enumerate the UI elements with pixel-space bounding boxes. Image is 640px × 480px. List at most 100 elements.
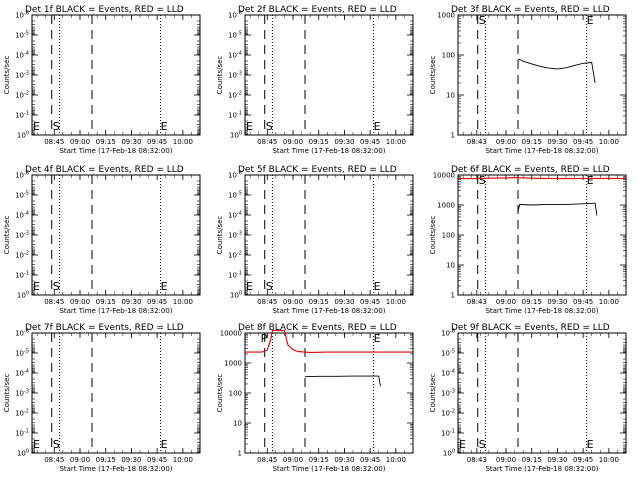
x-tick-label: 09:00 bbox=[70, 138, 90, 146]
detector-panel: Det 6f BLACK = Events, RED = LLD 1 10 100 10… bbox=[429, 165, 627, 315]
x-tick-label: 09:00 bbox=[283, 456, 303, 464]
x-axis-label: Start Time (17-Feb-18 08:32:00) bbox=[272, 465, 385, 473]
x-tick-label: 09:15 bbox=[309, 298, 329, 306]
y-axis-label: Counts/sec bbox=[429, 374, 437, 413]
y-tick-label: 10-1 bbox=[441, 429, 455, 438]
y-tick-exponent: -1 bbox=[237, 271, 242, 277]
event-marker-e-left: E bbox=[246, 280, 253, 293]
y-tick-label: 10-4 bbox=[15, 51, 29, 60]
y-tick-exponent: -5 bbox=[237, 31, 242, 37]
x-tick-label: 09:30 bbox=[121, 138, 141, 146]
x-tick-label: 10:00 bbox=[599, 298, 619, 306]
event-marker-end: E bbox=[587, 438, 594, 451]
y-tick-label: 10-6 bbox=[228, 11, 242, 20]
panel-title: Det 8f BLACK = Events, RED = LLD bbox=[238, 323, 397, 333]
event-marker-s: S bbox=[266, 120, 273, 133]
panel-title: Det 1f BLACK = Events, RED = LLD bbox=[25, 5, 184, 15]
y-tick-label: 1000 bbox=[437, 12, 455, 20]
event-marker-e-left: E bbox=[33, 280, 40, 293]
x-tick-label: 09:45 bbox=[147, 138, 167, 146]
x-tick-label: 09:45 bbox=[360, 298, 380, 306]
y-tick-exponent: -2 bbox=[237, 91, 242, 97]
y-tick-label: 10-4 bbox=[15, 211, 29, 220]
y-tick-exponent: -5 bbox=[24, 349, 29, 355]
y-tick-label: 100 bbox=[229, 390, 242, 398]
x-tick-label: 09:15 bbox=[96, 298, 116, 306]
y-tick-label: 10-2 bbox=[15, 91, 29, 100]
x-tick-label: 10:00 bbox=[386, 138, 406, 146]
x-tick-label: 09:15 bbox=[96, 138, 116, 146]
event-marker-e-left: E bbox=[33, 438, 40, 451]
event-marker-s: S bbox=[266, 280, 273, 293]
y-tick-exponent: -1 bbox=[450, 429, 455, 435]
x-tick-label: 09:45 bbox=[573, 138, 593, 146]
y-tick-exponent: -6 bbox=[24, 11, 29, 17]
y-tick-label: 100 bbox=[17, 449, 29, 458]
y-tick-label: 10-5 bbox=[15, 31, 29, 40]
y-tick-label: 10-1 bbox=[15, 429, 29, 438]
x-tick-label: 09:45 bbox=[147, 298, 167, 306]
y-tick-label: 1 bbox=[451, 292, 455, 300]
y-tick-exponent: -6 bbox=[237, 171, 242, 177]
x-tick-label: 09:30 bbox=[547, 298, 567, 306]
y-tick-label: 1 bbox=[451, 132, 455, 140]
x-axis-label: Start Time (17-Feb-18 08:32:00) bbox=[485, 147, 598, 155]
event-marker-s: S bbox=[53, 280, 60, 293]
x-tick-label: 09:30 bbox=[547, 138, 567, 146]
y-tick-label: 10-6 bbox=[441, 329, 455, 338]
y-tick-exponent: -1 bbox=[24, 271, 29, 277]
y-tick-exponent: -6 bbox=[24, 171, 29, 177]
y-tick-exponent: -2 bbox=[237, 251, 242, 257]
x-tick-label: 09:45 bbox=[573, 456, 593, 464]
panel-title: Det 3f BLACK = Events, RED = LLD bbox=[451, 5, 610, 15]
panel-title: Det 4f BLACK = Events, RED = LLD bbox=[25, 165, 184, 175]
y-tick-label: 10-3 bbox=[15, 71, 29, 80]
y-tick-exponent: -1 bbox=[24, 111, 29, 117]
plot-frame bbox=[457, 14, 627, 136]
y-tick-label: 10000 bbox=[220, 330, 242, 338]
event-marker-end: E bbox=[374, 120, 381, 133]
y-tick-exponent: 0 bbox=[239, 131, 242, 137]
y-tick-label: 10-3 bbox=[228, 71, 242, 80]
x-tick-label: 09:30 bbox=[334, 456, 354, 464]
y-tick-label: 10-2 bbox=[15, 409, 29, 418]
event-marker-e-left: E bbox=[246, 120, 253, 133]
y-tick-exponent: 0 bbox=[452, 449, 455, 455]
y-tick-label: 100 bbox=[17, 291, 29, 300]
y-tick-label: 10-5 bbox=[441, 349, 455, 358]
x-tick-label: 10:00 bbox=[173, 456, 193, 464]
plot-frame bbox=[457, 332, 627, 454]
y-tick-exponent: -2 bbox=[450, 409, 455, 415]
y-tick-label: 10-6 bbox=[15, 171, 29, 180]
x-tick-label: 10:00 bbox=[599, 456, 619, 464]
event-marker-s: S bbox=[479, 438, 486, 451]
y-tick-exponent: -2 bbox=[24, 251, 29, 257]
x-tick-label: 08:45 bbox=[257, 298, 277, 306]
y-axis-label: Counts/sec bbox=[216, 56, 224, 95]
y-tick-label: 1000 bbox=[437, 202, 455, 210]
y-tick-exponent: -3 bbox=[24, 71, 29, 77]
y-tick-label: 10-1 bbox=[15, 111, 29, 120]
x-tick-label: 09:45 bbox=[147, 456, 167, 464]
x-axis-label: Start Time (17-Feb-18 08:32:00) bbox=[59, 147, 172, 155]
x-tick-label: 08:45 bbox=[257, 456, 277, 464]
y-tick-exponent: -3 bbox=[237, 71, 242, 77]
y-tick-label: 10-1 bbox=[228, 271, 242, 280]
x-tick-label: 09:45 bbox=[360, 456, 380, 464]
panel-title: Det 6f BLACK = Events, RED = LLD bbox=[451, 165, 610, 175]
y-tick-exponent: -6 bbox=[237, 11, 242, 17]
event-marker-end: E bbox=[161, 438, 168, 451]
data-series-line bbox=[517, 202, 598, 216]
y-tick-label: 10-1 bbox=[15, 271, 29, 280]
plot-frame bbox=[244, 14, 414, 136]
y-tick-exponent: -2 bbox=[24, 409, 29, 415]
panel-title: Det 2f BLACK = Events, RED = LLD bbox=[238, 5, 397, 15]
y-axis-label: Counts/sec bbox=[216, 216, 224, 255]
x-axis-label: Start Time (17-Feb-18 08:32:00) bbox=[272, 147, 385, 155]
data-series-line bbox=[457, 177, 626, 180]
y-tick-exponent: -4 bbox=[24, 211, 29, 217]
